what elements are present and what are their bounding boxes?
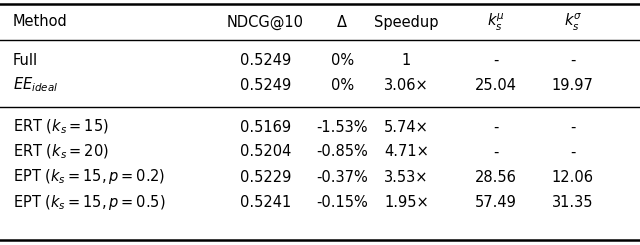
Text: $\Delta$: $\Delta$ xyxy=(337,14,348,30)
Text: 31.35: 31.35 xyxy=(552,195,593,209)
Text: -1.53%: -1.53% xyxy=(317,120,368,135)
Text: ERT ($k_s = 15$): ERT ($k_s = 15$) xyxy=(13,118,109,136)
Text: 0.5229: 0.5229 xyxy=(240,170,291,184)
Text: NDCG@10: NDCG@10 xyxy=(227,14,304,30)
Text: 28.56: 28.56 xyxy=(475,170,517,184)
Text: Method: Method xyxy=(13,14,68,29)
Text: 19.97: 19.97 xyxy=(552,77,594,93)
Text: 3.53×: 3.53× xyxy=(384,170,429,184)
Text: 0.5204: 0.5204 xyxy=(240,145,291,159)
Text: 4.71×: 4.71× xyxy=(384,145,429,159)
Text: 12.06: 12.06 xyxy=(552,170,594,184)
Text: Full: Full xyxy=(13,52,38,68)
Text: $k_s^\mu$: $k_s^\mu$ xyxy=(487,12,505,33)
Text: 25.04: 25.04 xyxy=(475,77,517,93)
Text: 5.74×: 5.74× xyxy=(384,120,429,135)
Text: 1: 1 xyxy=(402,52,411,68)
Text: -: - xyxy=(493,120,499,135)
Text: -0.85%: -0.85% xyxy=(317,145,368,159)
Text: 0%: 0% xyxy=(331,77,354,93)
Text: 0.5249: 0.5249 xyxy=(240,77,291,93)
Text: -: - xyxy=(570,52,575,68)
Text: 0.5241: 0.5241 xyxy=(240,195,291,209)
Text: -: - xyxy=(493,145,499,159)
Text: -: - xyxy=(493,52,499,68)
Text: 3.06×: 3.06× xyxy=(384,77,429,93)
Text: 0.5169: 0.5169 xyxy=(240,120,291,135)
Text: $k_s^\sigma$: $k_s^\sigma$ xyxy=(564,12,582,33)
Text: ERT ($k_s = 20$): ERT ($k_s = 20$) xyxy=(13,143,109,161)
Text: -: - xyxy=(570,120,575,135)
Text: EPT ($k_s = 15, p = 0.2$): EPT ($k_s = 15, p = 0.2$) xyxy=(13,168,164,186)
Text: 0.5249: 0.5249 xyxy=(240,52,291,68)
Text: Speedup: Speedup xyxy=(374,14,438,29)
Text: EE$_{\mathit{ideal}}$: EE$_{\mathit{ideal}}$ xyxy=(13,76,58,94)
Text: 1.95×: 1.95× xyxy=(384,195,429,209)
Text: 57.49: 57.49 xyxy=(475,195,517,209)
Text: -0.37%: -0.37% xyxy=(317,170,368,184)
Text: -0.15%: -0.15% xyxy=(317,195,368,209)
Text: -: - xyxy=(570,145,575,159)
Text: 0%: 0% xyxy=(331,52,354,68)
Text: EPT ($k_s = 15, p = 0.5$): EPT ($k_s = 15, p = 0.5$) xyxy=(13,193,165,211)
